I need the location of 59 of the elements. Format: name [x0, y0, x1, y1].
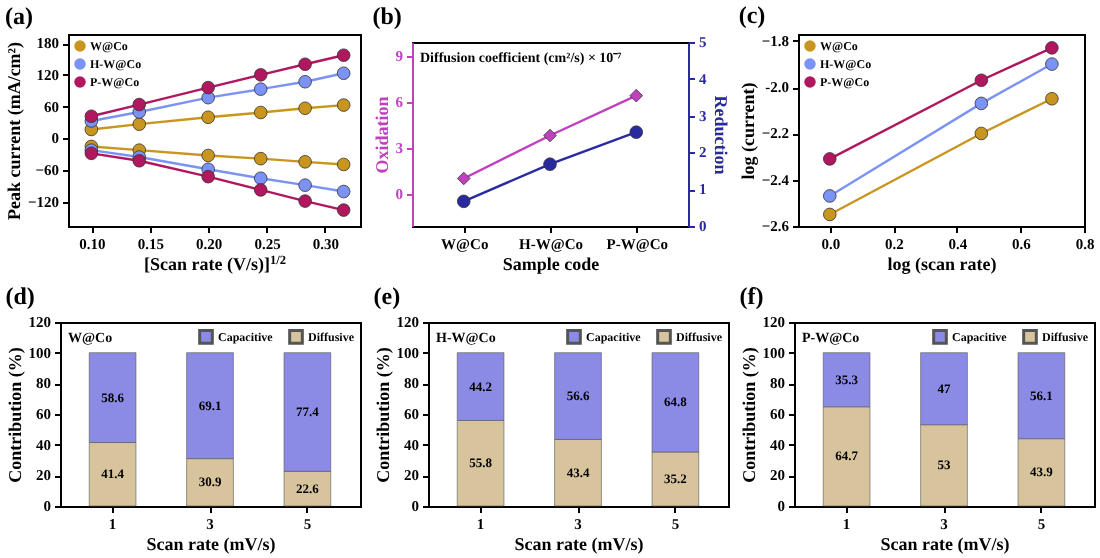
point — [254, 171, 268, 185]
point — [974, 73, 989, 87]
point — [628, 125, 642, 139]
point — [336, 184, 351, 199]
point — [298, 75, 312, 89]
y-axis-title: Contribution (%) — [371, 346, 392, 482]
point — [254, 105, 268, 120]
chart-title: (a) — [4, 2, 33, 30]
point — [1045, 41, 1059, 55]
point — [201, 80, 215, 95]
point — [1045, 57, 1059, 71]
point — [201, 169, 215, 184]
chart-title: (b) — [371, 2, 401, 30]
point — [254, 151, 268, 166]
y-axis-title: Peak current (mA/cm²) — [3, 41, 24, 221]
point — [542, 128, 556, 143]
point — [132, 117, 146, 131]
point — [201, 148, 215, 163]
x-axis-title: Scan rate (mV/s) — [513, 533, 643, 553]
chart-title: (e) — [372, 281, 400, 309]
point — [84, 109, 99, 123]
point — [823, 189, 837, 203]
point — [298, 194, 312, 208]
point — [254, 82, 268, 96]
x-axis-title: Sample code — [501, 254, 599, 274]
x-axis-title: log (scan rate) — [887, 254, 997, 274]
point — [132, 97, 146, 112]
point — [254, 183, 268, 197]
point — [298, 57, 312, 71]
point — [336, 66, 351, 80]
point — [456, 194, 470, 209]
point — [974, 126, 989, 141]
point — [336, 203, 351, 217]
point — [456, 171, 470, 186]
point — [628, 88, 642, 103]
chart-title: (c) — [738, 0, 766, 29]
chart-title: (d) — [5, 281, 35, 309]
y-axis-title: Contribution (%) — [4, 346, 25, 482]
chart-title: (f) — [739, 281, 764, 309]
x-axis-title: [Scan rate (V/s)]$^{1/2}$ — [143, 253, 287, 274]
point — [254, 68, 268, 82]
point — [974, 96, 989, 111]
y-axis-title: Oxidation — [370, 96, 391, 174]
point — [336, 98, 351, 112]
y-axis-title: Contribution (%) — [738, 346, 759, 482]
point — [542, 157, 556, 171]
y2-axis-title: Reduction — [709, 95, 730, 175]
point — [201, 110, 215, 124]
point — [336, 48, 351, 62]
point — [823, 207, 837, 222]
x-axis-title: Scan rate (mV/s) — [146, 533, 276, 553]
point — [298, 155, 312, 169]
point — [336, 157, 351, 172]
point — [298, 101, 312, 115]
point — [823, 152, 837, 166]
y-axis-title: log (current) — [737, 82, 758, 180]
point — [298, 178, 312, 192]
x-axis-title: Scan rate (mV/s) — [880, 533, 1010, 553]
point — [1045, 92, 1059, 106]
